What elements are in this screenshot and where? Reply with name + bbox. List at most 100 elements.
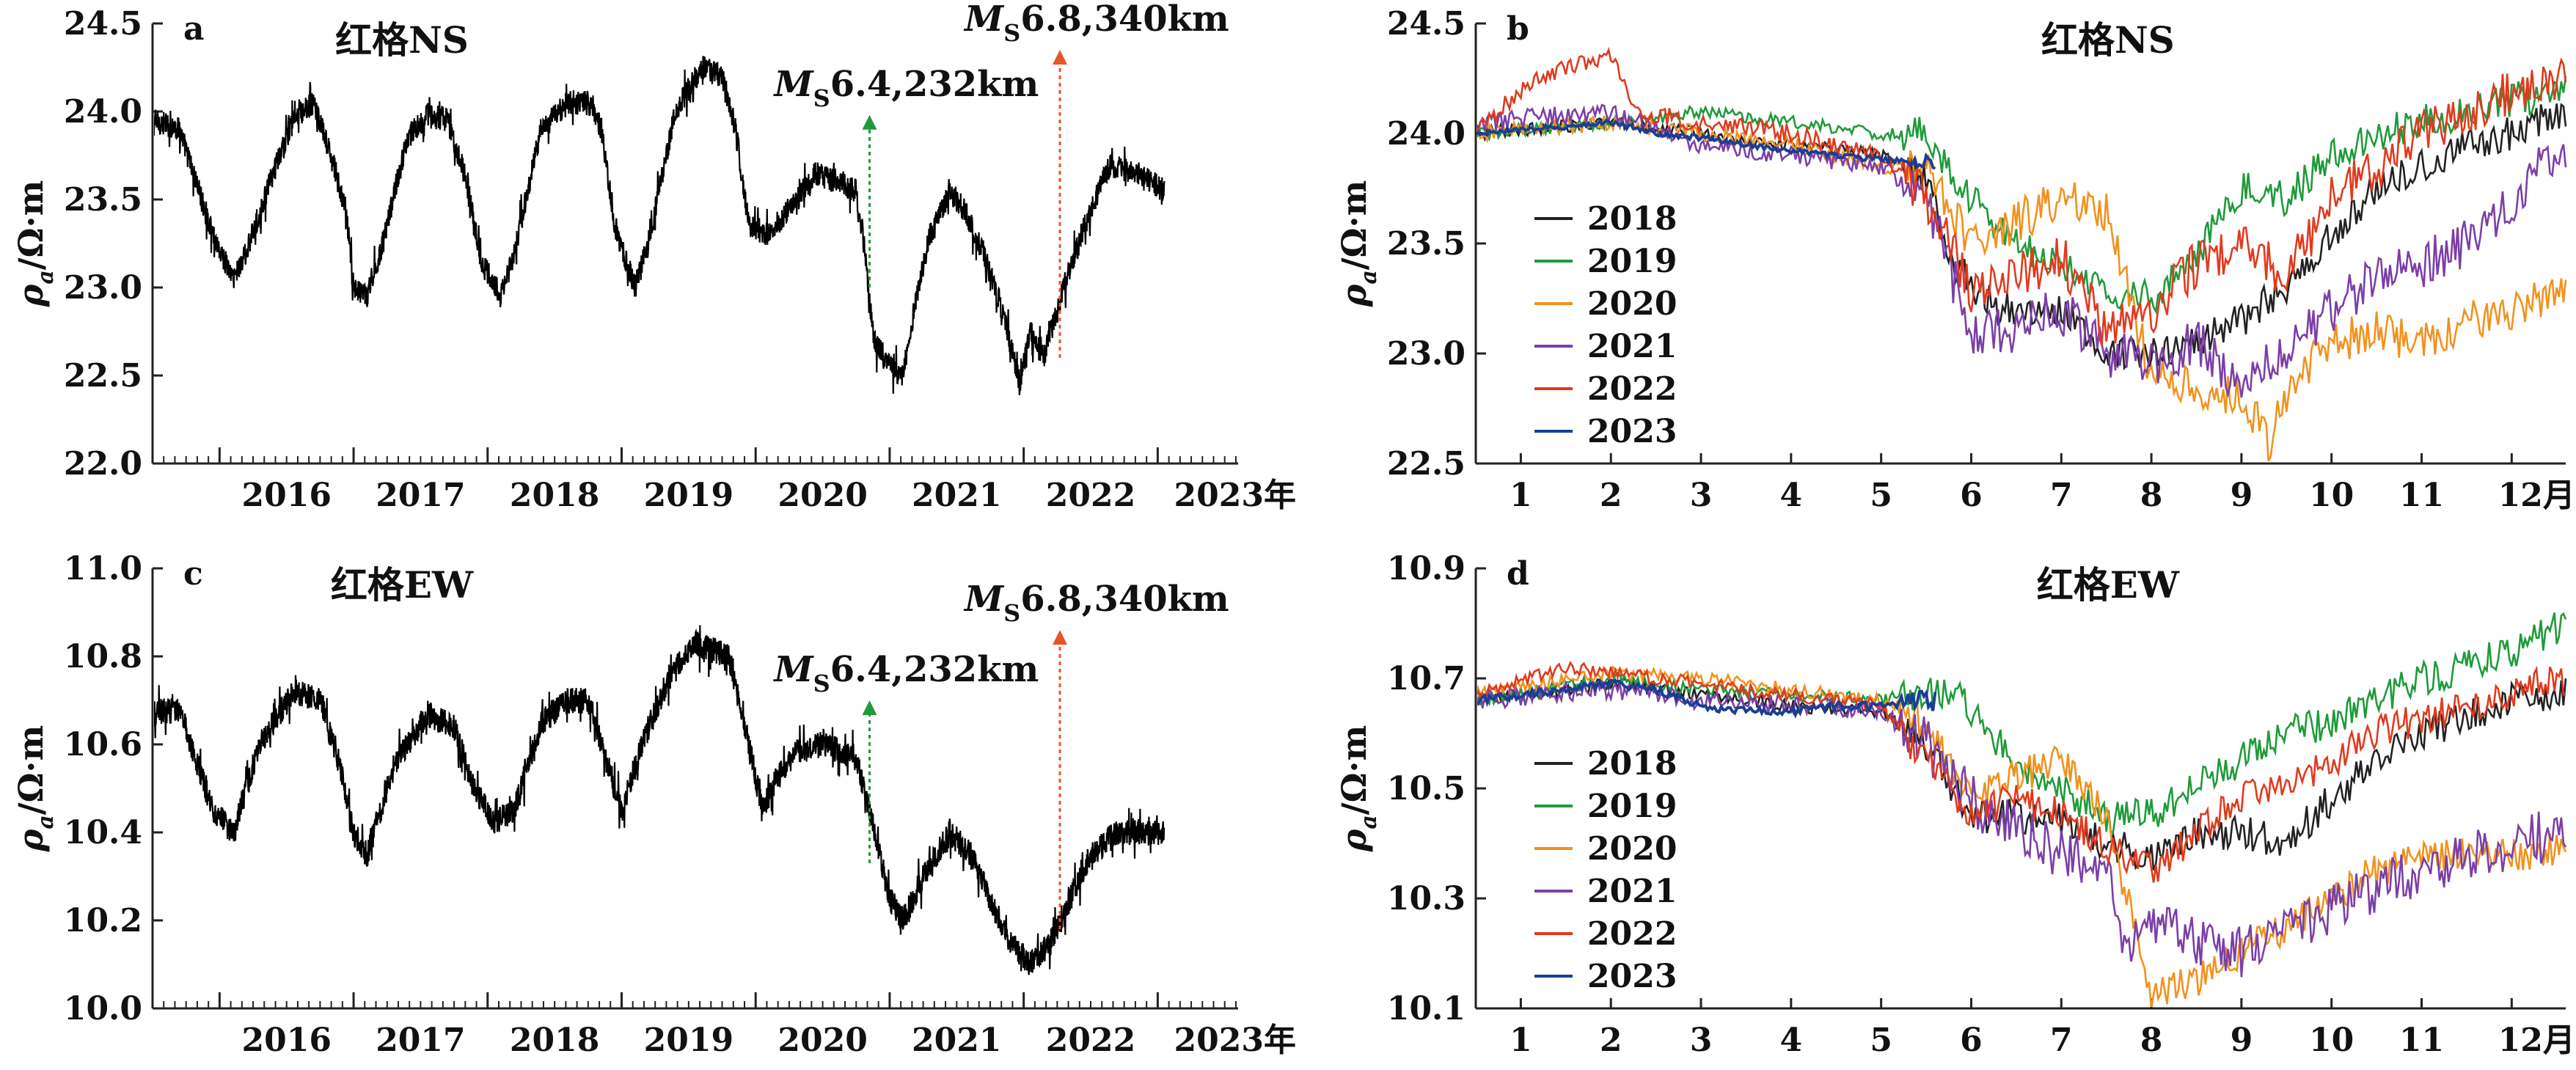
data-series-line: [154, 625, 1166, 975]
legend-label-2018: 2018: [1587, 745, 1677, 783]
x-tick-label: 2: [1600, 477, 1622, 514]
annotation-magnitude-subscript: S: [1003, 599, 1020, 627]
legend-label-2022: 2022: [1587, 915, 1677, 953]
y-axis-title: ρa/Ω·m: [11, 180, 59, 307]
x-tick-label: 10: [2309, 477, 2354, 514]
x-tick-label: 2017: [376, 1022, 465, 1059]
x-tick-label: 9: [2231, 1022, 2253, 1059]
annotation-magnitude-symbol: M: [773, 64, 815, 105]
legend-label-2018: 2018: [1587, 200, 1677, 238]
annotation-magnitude-symbol: M: [963, 0, 1005, 40]
y-tick-label: 10.2: [64, 902, 142, 939]
panel-letter: d: [1507, 555, 1529, 593]
panel-title: 红格NS: [2041, 18, 2175, 62]
x-tick-label: 3: [1690, 477, 1713, 514]
legend-label-2019: 2019: [1587, 243, 1677, 280]
panel-title: 红格NS: [335, 18, 469, 62]
x-tick-label: 2022: [1046, 477, 1135, 514]
annotation-magnitude-value: 6.8,340km: [1020, 579, 1229, 620]
y-tick-label: 10.9: [1387, 550, 1466, 587]
x-tick-label: 5: [1870, 1022, 1892, 1059]
y-tick-label: 10.1: [1387, 990, 1466, 1027]
annotation-magnitude-value: 6.8,340km: [1020, 0, 1229, 40]
x-tick-label: 2022: [1046, 1022, 1135, 1059]
y-axis-unit: /Ω·m: [11, 180, 51, 270]
x-tick-label: 5: [1870, 477, 1892, 514]
y-tick-label: 23.0: [64, 269, 142, 307]
y-axis-title: ρa/Ω·m: [1334, 180, 1382, 307]
y-axis-subscript: a: [1356, 270, 1382, 284]
y-axis-title: ρa/Ω·m: [11, 725, 59, 852]
annotation-magnitude-symbol: M: [773, 649, 815, 690]
panel-letter: c: [183, 555, 203, 593]
legend-label-2021: 2021: [1587, 328, 1677, 365]
y-tick-label: 10.0: [64, 990, 142, 1027]
y-axis-unit: /Ω·m: [11, 725, 51, 815]
x-tick-label: 2021: [912, 477, 1001, 514]
y-tick-label: 22.5: [64, 357, 142, 395]
series-line-2023: [1477, 119, 1936, 170]
panel-letter: b: [1507, 10, 1529, 48]
panel-title: 红格EW: [331, 563, 474, 607]
legend-label-2020: 2020: [1587, 830, 1677, 868]
y-tick-label: 22.0: [64, 445, 142, 483]
x-tick-label: 2023年: [1174, 1022, 1295, 1059]
panel-c: 10.0 10.2 10.4 10.6 10.8 11.0 2016 2017 2018 2019…: [11, 550, 1296, 1059]
series-line-2019: [1477, 76, 2567, 315]
y-tick-label: 10.7: [1387, 660, 1466, 697]
x-tick-label: 2017: [376, 477, 465, 514]
series-line-2023: [1477, 678, 1937, 719]
y-axis-title: ρa/Ω·m: [1334, 725, 1382, 852]
annotation-magnitude-value: 6.4,232km: [830, 64, 1039, 105]
y-axis-subscript: a: [1356, 815, 1382, 829]
annotation-label: MS6.4,232km: [773, 64, 1039, 112]
series-line-2020: [1477, 665, 2567, 1007]
annotation-magnitude-subscript: S: [813, 84, 830, 112]
x-tick-label: 2021: [912, 1022, 1001, 1059]
annotation-arrowhead: [862, 700, 877, 715]
x-tick-label: 11: [2399, 477, 2444, 514]
annotation-label: MS6.8,340km: [963, 0, 1229, 47]
annotation-magnitude-symbol: M: [963, 579, 1005, 620]
x-tick-label: 7: [2050, 477, 2073, 514]
x-tick-label: 6: [1960, 477, 1983, 514]
y-axis-subscript: a: [33, 815, 59, 829]
x-tick-label: 8: [2140, 1022, 2163, 1059]
annotation-arrowhead: [1052, 50, 1067, 65]
x-tick-label: 12月: [2498, 1022, 2575, 1059]
annotation-label: MS6.4,232km: [773, 649, 1039, 697]
y-axis-unit: /Ω·m: [1334, 180, 1374, 270]
y-axis-symbol: ρ: [1334, 829, 1374, 852]
x-tick-label: 3: [1690, 1022, 1713, 1059]
y-tick-label: 10.5: [1387, 770, 1466, 807]
annotation-magnitude-subscript: S: [813, 670, 830, 697]
y-axis-subscript: a: [33, 270, 59, 284]
annotation-magnitude-subscript: S: [1003, 19, 1020, 47]
annotation-arrowhead: [1052, 630, 1067, 645]
legend-label-2019: 2019: [1587, 788, 1677, 825]
panel-b: 22.5 23.0 23.5 24.0 24.5 1 2 3 4 5 6 7 8 9 10 11 12月 ρa/Ω…: [1334, 5, 2575, 514]
y-axis-unit: /Ω·m: [1334, 725, 1374, 815]
annotation-arrowhead: [862, 114, 877, 130]
legend-label-2023: 2023: [1587, 413, 1677, 450]
legend-label-2022: 2022: [1587, 370, 1677, 408]
x-tick-label: 2019: [644, 1022, 733, 1059]
legend-label-2020: 2020: [1587, 285, 1677, 323]
x-tick-label: 7: [2050, 1022, 2073, 1059]
series-line-2019: [1477, 612, 2567, 834]
y-tick-label: 24.0: [1387, 115, 1466, 153]
y-axis-symbol: ρ: [11, 284, 51, 307]
y-tick-label: 23.0: [1387, 335, 1466, 373]
panel-letter: a: [183, 10, 205, 48]
panel-a: 22.0 22.5 23.0 23.5 24.0 24.5 2016 2017 2018 2019…: [11, 0, 1296, 514]
x-tick-label: 1: [1510, 1022, 1532, 1059]
x-tick-label: 2018: [510, 1022, 599, 1059]
y-axis-symbol: ρ: [1334, 284, 1374, 307]
x-tick-label: 4: [1780, 477, 1803, 514]
x-tick-label: 12月: [2498, 477, 2575, 514]
x-tick-label: 10: [2309, 1022, 2354, 1059]
x-tick-label: 2019: [644, 477, 733, 514]
y-tick-label: 23.5: [1387, 225, 1466, 263]
x-tick-label: 2: [1600, 1022, 1622, 1059]
x-tick-label: 6: [1960, 1022, 1983, 1059]
